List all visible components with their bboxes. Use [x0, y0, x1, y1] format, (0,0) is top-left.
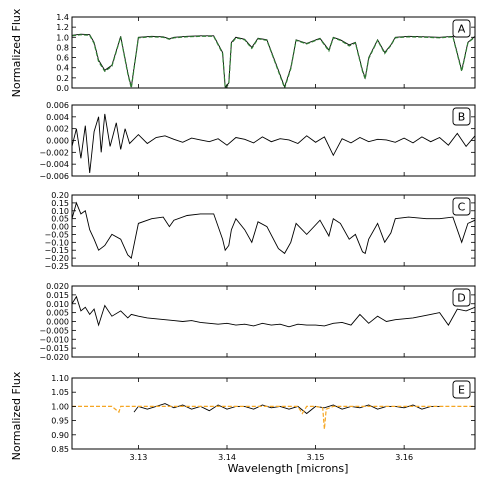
panel-tag-a: A: [452, 19, 471, 38]
y-tick-label: −0.10: [44, 238, 69, 247]
panel-b: −0.006 −0.004 −0.002 0.000 0.002 0.004 0.006 B: [39, 101, 476, 181]
plot-frame: [71, 194, 476, 267]
series-line-e-0: [133, 403, 440, 415]
panel-tag-d: D: [452, 288, 471, 307]
y-tick-label: 0.020: [46, 282, 69, 291]
series-line-c-0: [72, 201, 475, 259]
y-tick-label: 0.002: [46, 125, 69, 134]
y-tick-label: 0.2: [56, 74, 69, 83]
x-tick-label: 3.14: [218, 453, 236, 462]
y-tick-label: 1.2: [56, 23, 69, 32]
y-tick-label: 0.000: [46, 318, 69, 327]
panel-tag-e: E: [452, 380, 471, 399]
y-tick-label: 0.15: [51, 199, 69, 208]
y-tick-label: 0.10: [51, 207, 69, 216]
panel-d: −0.020−0.015−0.010−0.0050.0000.0050.0100…: [39, 282, 476, 362]
series-line-d-0: [72, 295, 475, 328]
plot-frame: [71, 16, 476, 89]
y-tick-label: −0.25: [44, 262, 69, 271]
y-tick-label: 0.90: [51, 431, 69, 440]
series-line-e-1: [72, 405, 475, 430]
y-tick-label: 0.00: [51, 223, 69, 232]
y-axis-title-bottom: Normalized Flux: [10, 371, 23, 460]
panel-tag-b: B: [452, 107, 471, 126]
plot-frame: [71, 377, 476, 450]
y-tick-label: 0.005: [46, 309, 69, 318]
y-axis-title-top: Normalized Flux: [10, 8, 23, 97]
y-tick-label: 0.6: [56, 54, 69, 63]
panel-a: 0.00.20.40.6 0.81.01.21.4 A: [56, 13, 476, 93]
y-tick-label: 0.015: [46, 291, 69, 300]
x-tick-label: 3.15: [307, 453, 325, 462]
plot-frame: [71, 285, 476, 358]
y-tick-label: 1.05: [51, 388, 69, 397]
y-tick-label: 0.4: [56, 64, 69, 73]
y-tick-label: 0.006: [46, 101, 69, 110]
panels: 0.00.20.40.60.81.01.21.4A−0.006−0.004−0.…: [39, 13, 476, 462]
y-tick-label: −0.002: [39, 148, 69, 157]
y-tick-label: 0.010: [46, 300, 69, 309]
y-tick-label: 0.85: [51, 445, 69, 454]
x-tick-label: 3.13: [130, 453, 148, 462]
y-tick-label: 0.8: [56, 43, 69, 52]
panel-tag-c: C: [452, 197, 471, 216]
y-tick-label: −0.004: [39, 160, 69, 169]
y-tick-label: −0.010: [39, 335, 69, 344]
y-tick-label: 0.0: [56, 84, 69, 93]
y-tick-label: −0.015: [39, 344, 69, 353]
y-tick-label: −0.05: [44, 230, 69, 239]
panel-tag-label: D: [457, 292, 465, 305]
y-tick-label: 0.000: [46, 137, 69, 146]
panel-tag-label: C: [458, 201, 466, 214]
panel-tag-label: A: [458, 23, 466, 36]
y-tick-label: 0.004: [46, 113, 69, 122]
y-tick-label: −0.006: [39, 172, 69, 181]
y-tick-label: 0.05: [51, 215, 69, 224]
y-tick-label: −0.15: [44, 246, 69, 255]
panel-c: −0.25−0.20−0.15−0.10−0.050.000.050.100.1…: [44, 191, 476, 271]
panel-e: 0.85 0.90 0.95 1.00 1.05 1.10 3.13 3.14 3.15 3.16…: [51, 374, 476, 462]
y-tick-label: 1.00: [51, 402, 69, 411]
y-tick-label: 1.10: [51, 374, 69, 383]
y-tick-label: 0.95: [51, 417, 69, 426]
x-tick-label: 3.16: [395, 453, 413, 462]
y-tick-label: −0.005: [39, 326, 69, 335]
x-axis-title: Wavelength [microns]: [228, 462, 349, 475]
panel-tag-label: E: [458, 384, 465, 397]
series-line-a-1: [72, 34, 475, 88]
series-line-b-0: [72, 113, 475, 174]
y-tick-label: 0.20: [51, 191, 69, 200]
y-tick-label: 1.0: [56, 33, 69, 42]
y-tick-label: 1.4: [56, 13, 69, 22]
y-tick-label: −0.20: [44, 254, 69, 263]
panel-tag-label: B: [458, 111, 466, 124]
y-tick-label: −0.020: [39, 353, 69, 362]
